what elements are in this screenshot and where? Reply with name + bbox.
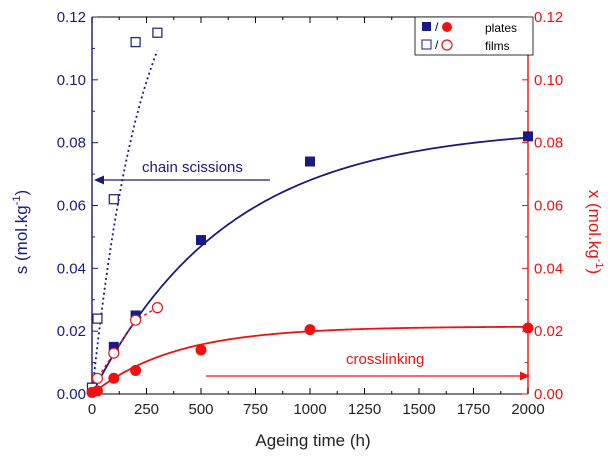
y-tick-label-left: 0.08: [57, 135, 86, 152]
x-tick-label: 1250: [348, 401, 381, 418]
x-tick-label: 1750: [457, 401, 490, 418]
data-point-x-plates: [130, 364, 142, 376]
data-point-s-plates: [196, 235, 206, 246]
y-tick-label-left: 0.00: [57, 386, 86, 403]
y-tick-label-left: 0.10: [57, 72, 86, 89]
crosslinking-arrowhead: [520, 371, 530, 381]
data-markers: [86, 27, 534, 398]
fit-curves: [91, 50, 529, 395]
y-tick-label-right: 0.04: [534, 260, 563, 277]
legend-films-sep: /: [435, 38, 439, 52]
fit-curve-x-plates: [91, 325, 529, 395]
fit-curve-s-plates: [91, 136, 529, 395]
x-tick-label: 750: [243, 401, 268, 418]
data-point-x-films: [91, 372, 104, 384]
legend-plates-square: [422, 22, 431, 31]
y-tick-label-left: 0.12: [57, 9, 86, 26]
x-tick-label: 250: [134, 401, 159, 418]
data-point-s-plates: [305, 156, 315, 167]
x-tick-label: 1000: [293, 401, 326, 418]
legend-plates-circle: [442, 22, 452, 32]
right-axis-title-tail: ): [585, 269, 604, 275]
x-axis-title: Ageing time (h): [255, 431, 370, 450]
y-tick-label-right: 0.02: [534, 323, 563, 340]
x-tick-label: 1500: [402, 401, 435, 418]
right-axis-title-sup: -1: [593, 259, 605, 269]
svg-text:x (mol.kg-1): x (mol.kg-1): [585, 190, 605, 274]
left-axis-title-tail: ): [12, 190, 31, 196]
svg-text:s (mol.kg-1): s (mol.kg-1): [11, 190, 31, 274]
x-tick-label: 0: [88, 401, 96, 418]
data-point-s-films: [92, 313, 103, 324]
data-point-x-plates: [195, 344, 207, 356]
y-tick-label-right: 0.12: [534, 9, 563, 26]
y-tick-label-right: 0.00: [534, 386, 563, 403]
data-point-s-films: [108, 194, 119, 205]
legend-plates-label: plates: [485, 21, 517, 35]
legend-box: [414, 16, 534, 56]
data-point-x-films: [130, 314, 142, 326]
y-tick-label-left: 0.04: [57, 260, 86, 277]
y-tick-label-left: 0.02: [57, 323, 86, 340]
data-point-x-films: [108, 347, 120, 359]
legend-plates-sep: /: [435, 20, 439, 34]
data-point-x-plates: [304, 324, 316, 336]
data-point-x-plates: [91, 385, 103, 397]
crosslinking-label: crosslinking: [346, 351, 424, 368]
legend-films-square: [421, 39, 432, 50]
data-point-s-films: [152, 27, 163, 38]
x-tick-label: 500: [188, 401, 213, 418]
y-tick-label-right: 0.06: [534, 198, 563, 215]
y-tick-label-left: 0.06: [57, 198, 86, 215]
chain-scissions-label: chain scissions: [142, 159, 243, 176]
annotations: chain scissions crosslinking: [94, 159, 530, 381]
left-axis-title: s (mol.kg-1): [11, 190, 31, 274]
y-tick-label-right: 0.10: [534, 72, 563, 89]
data-point-s-plates: [108, 341, 119, 352]
right-axis-title-main: x (mol.kg: [585, 190, 604, 259]
chain-scissions-arrowhead: [94, 175, 104, 185]
legend-films-label: films: [485, 39, 510, 53]
left-axis-title-main: s (mol.kg: [12, 205, 31, 274]
left-axis-title-sup: -1: [11, 195, 23, 205]
legend: / plates / films: [414, 16, 534, 56]
fit-curve-s-films: [91, 50, 159, 395]
data-point-x-plates: [108, 372, 120, 384]
y-tick-label-right: 0.08: [534, 135, 563, 152]
data-point-s-plates: [523, 131, 533, 142]
data-point-s-films: [130, 37, 141, 48]
data-point-x-films: [151, 302, 163, 314]
data-point-x-plates: [522, 322, 534, 334]
legend-films-circle: [441, 39, 453, 51]
x-tick-label: 2000: [511, 401, 544, 418]
right-axis-title: x (mol.kg-1): [585, 190, 605, 274]
